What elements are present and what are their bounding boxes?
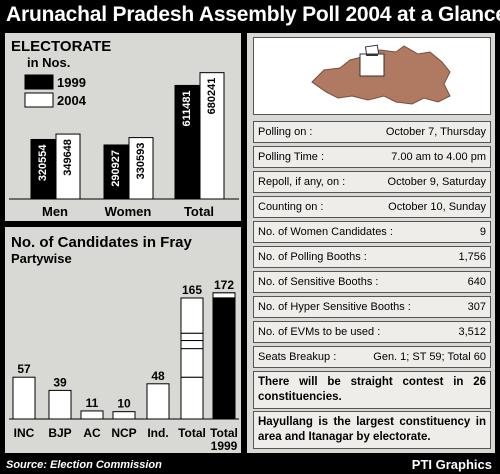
data-label: 39 xyxy=(53,375,67,389)
tick-label: Total xyxy=(184,204,214,219)
bar xyxy=(30,138,56,200)
bar xyxy=(212,292,236,420)
tick-label: NCP xyxy=(111,426,136,440)
poll-info-panel: Polling on : October 7, Thursday Polling T… xyxy=(246,32,496,454)
info-label: No. of Polling Booths : xyxy=(258,251,367,263)
info-label: Polling on : xyxy=(258,126,313,138)
note-contest: There will be straight contest in 26 con… xyxy=(253,371,491,409)
legend-label: 2004 xyxy=(57,93,87,108)
info-value: 9 xyxy=(479,226,486,238)
info-label: Counting on : xyxy=(258,201,324,213)
bar-cap xyxy=(212,292,236,299)
state-map-graphic xyxy=(253,37,491,115)
info-value: 640 xyxy=(467,276,486,288)
info-label: No. of EVMs to be used : xyxy=(258,326,381,338)
info-row: Seats Breakup : Gen. 1; ST 59; Total 60 xyxy=(253,346,491,368)
info-value: 7.00 am to 4.00 pm xyxy=(391,151,486,163)
tick-label: Total xyxy=(178,426,206,440)
legend-swatch xyxy=(24,74,54,90)
info-value: October 9, Saturday xyxy=(387,176,486,188)
bar xyxy=(112,411,136,420)
bar xyxy=(80,410,104,420)
data-label: 57 xyxy=(17,362,31,376)
bar xyxy=(128,137,154,200)
credit-label: PTI Graphics xyxy=(411,457,492,472)
bar-segment xyxy=(180,297,204,334)
info-row: Polling on : October 7, Thursday xyxy=(253,121,491,143)
tick-label: INC xyxy=(14,426,35,440)
map-ballot-box-icon xyxy=(311,44,451,105)
bar xyxy=(199,72,225,200)
electorate-panel: ELECTORATE in Nos. 1999 2004 320554 349648 Men… xyxy=(4,32,242,222)
info-row: No. of Hyper Sensitive Booths : 307 xyxy=(253,296,491,318)
data-label: 611481 xyxy=(181,90,193,126)
bar-segment xyxy=(180,332,204,342)
data-label: 349648 xyxy=(62,139,74,176)
candidates-panel: No. of Candidates in Fray Partywise 57 INC 3… xyxy=(4,226,242,454)
tick-label: BJP xyxy=(48,426,71,440)
info-row: No. of EVMs to be used : 3,512 xyxy=(253,321,491,343)
tick-label: 1999 xyxy=(211,439,238,453)
info-value: October 10, Sunday xyxy=(388,201,486,213)
bar-segment xyxy=(180,376,204,420)
data-label: 330593 xyxy=(135,143,147,180)
data-label: 320554 xyxy=(37,144,49,182)
info-label: No. of Sensitive Booths : xyxy=(258,276,379,288)
info-label: Repoll, if any, on : xyxy=(258,176,346,188)
data-label: 48 xyxy=(151,369,165,383)
chart-subtitle: Partywise xyxy=(11,251,72,266)
info-row: Counting on : October 10, Sunday xyxy=(253,196,491,218)
data-label: 10 xyxy=(117,397,131,411)
tick-label: Men xyxy=(42,204,68,219)
tick-label: Total xyxy=(210,426,238,440)
info-row: No. of Polling Booths : 1,756 xyxy=(253,246,491,268)
info-label: No. of Women Candidates : xyxy=(258,226,393,238)
data-label: 680241 xyxy=(206,78,218,115)
chart-title: ELECTORATE xyxy=(11,38,111,55)
chart-title: No. of Candidates in Fray xyxy=(11,234,193,251)
tick-label: Ind. xyxy=(147,426,168,440)
bar xyxy=(146,383,170,420)
data-label: 172 xyxy=(214,278,234,292)
legend-label: 1999 xyxy=(57,75,86,90)
bar-segment xyxy=(180,348,204,378)
data-label: 11 xyxy=(86,396,99,410)
info-label: Polling Time : xyxy=(258,151,325,163)
source-note: Source: Election Commission xyxy=(6,459,162,471)
data-label: 290927 xyxy=(110,150,122,187)
info-label: Seats Breakup : xyxy=(258,351,337,363)
info-value: 307 xyxy=(467,301,486,313)
tick-label: Women xyxy=(105,204,152,219)
info-value: 3,512 xyxy=(458,326,486,338)
bar xyxy=(12,376,36,420)
note-largest-constituency: Hayullang is the largest constituency in… xyxy=(253,411,491,449)
info-row: Polling Time : 7.00 am to 4.00 pm xyxy=(253,146,491,168)
info-value: Gen. 1; ST 59; Total 60 xyxy=(373,351,486,363)
bar xyxy=(55,133,81,200)
info-row: Repoll, if any, on : October 9, Saturday xyxy=(253,171,491,193)
info-value: October 7, Thursday xyxy=(385,126,486,138)
bar-segment xyxy=(180,340,204,350)
bar xyxy=(48,389,72,420)
data-label: 165 xyxy=(182,283,202,297)
legend-swatch xyxy=(24,92,54,108)
chart-subtitle: in Nos. xyxy=(27,55,70,70)
tick-label: AC xyxy=(83,426,101,440)
ballot-box-icon xyxy=(359,44,385,77)
info-row: No. of Sensitive Booths : 640 xyxy=(253,271,491,293)
info-value: 1,756 xyxy=(458,251,486,263)
info-label: No. of Hyper Sensitive Booths : xyxy=(258,301,411,313)
page-title: Arunachal Pradesh Assembly Poll 2004 at … xyxy=(6,3,500,26)
info-row: No. of Women Candidates : 9 xyxy=(253,221,491,243)
